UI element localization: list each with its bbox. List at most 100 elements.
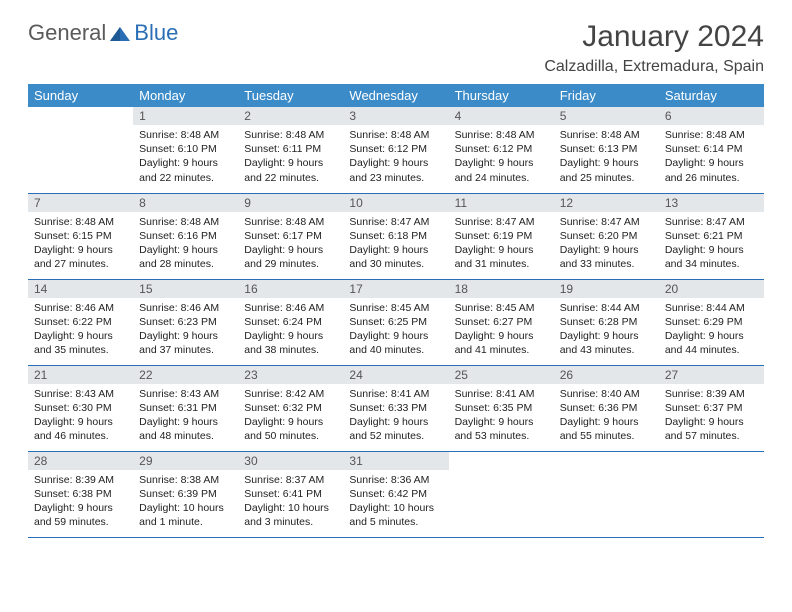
logo-triangle-icon: [108, 23, 132, 43]
day-details: Sunrise: 8:48 AMSunset: 6:15 PMDaylight:…: [28, 212, 133, 276]
sunrise-text: Sunrise: 8:46 AM: [34, 301, 127, 315]
calendar-cell: 15Sunrise: 8:46 AMSunset: 6:23 PMDayligh…: [133, 279, 238, 365]
day-number: 19: [554, 280, 659, 298]
sunset-text: Sunset: 6:23 PM: [139, 315, 232, 329]
day-number: 21: [28, 366, 133, 384]
sunset-text: Sunset: 6:42 PM: [349, 487, 442, 501]
sunset-text: Sunset: 6:10 PM: [139, 142, 232, 156]
day-details: Sunrise: 8:48 AMSunset: 6:13 PMDaylight:…: [554, 125, 659, 189]
calendar-cell: 30Sunrise: 8:37 AMSunset: 6:41 PMDayligh…: [238, 451, 343, 537]
calendar-cell: 23Sunrise: 8:42 AMSunset: 6:32 PMDayligh…: [238, 365, 343, 451]
calendar-week-row: 7Sunrise: 8:48 AMSunset: 6:15 PMDaylight…: [28, 193, 764, 279]
calendar-cell: [28, 107, 133, 193]
calendar-cell: 13Sunrise: 8:47 AMSunset: 6:21 PMDayligh…: [659, 193, 764, 279]
calendar-cell: 2Sunrise: 8:48 AMSunset: 6:11 PMDaylight…: [238, 107, 343, 193]
day-details: Sunrise: 8:47 AMSunset: 6:19 PMDaylight:…: [449, 212, 554, 276]
calendar-cell: 14Sunrise: 8:46 AMSunset: 6:22 PMDayligh…: [28, 279, 133, 365]
day-number: 27: [659, 366, 764, 384]
day-number: 1: [133, 107, 238, 125]
day-details: Sunrise: 8:48 AMSunset: 6:14 PMDaylight:…: [659, 125, 764, 189]
daylight-text: Daylight: 10 hours and 3 minutes.: [244, 501, 337, 529]
sunset-text: Sunset: 6:32 PM: [244, 401, 337, 415]
sunset-text: Sunset: 6:17 PM: [244, 229, 337, 243]
daylight-text: Daylight: 9 hours and 34 minutes.: [665, 243, 758, 271]
daylight-text: Daylight: 10 hours and 5 minutes.: [349, 501, 442, 529]
day-details: Sunrise: 8:40 AMSunset: 6:36 PMDaylight:…: [554, 384, 659, 448]
daylight-text: Daylight: 9 hours and 48 minutes.: [139, 415, 232, 443]
daylight-text: Daylight: 9 hours and 55 minutes.: [560, 415, 653, 443]
sunset-text: Sunset: 6:37 PM: [665, 401, 758, 415]
calendar-table: SundayMondayTuesdayWednesdayThursdayFrid…: [28, 84, 764, 538]
daylight-text: Daylight: 9 hours and 59 minutes.: [34, 501, 127, 529]
sunset-text: Sunset: 6:12 PM: [349, 142, 442, 156]
daylight-text: Daylight: 9 hours and 29 minutes.: [244, 243, 337, 271]
sunrise-text: Sunrise: 8:48 AM: [665, 128, 758, 142]
day-number: 20: [659, 280, 764, 298]
sunset-text: Sunset: 6:28 PM: [560, 315, 653, 329]
logo: General Blue: [28, 20, 178, 46]
calendar-cell: [554, 451, 659, 537]
calendar-cell: 8Sunrise: 8:48 AMSunset: 6:16 PMDaylight…: [133, 193, 238, 279]
day-number: 13: [659, 194, 764, 212]
calendar-week-row: 1Sunrise: 8:48 AMSunset: 6:10 PMDaylight…: [28, 107, 764, 193]
daylight-text: Daylight: 9 hours and 44 minutes.: [665, 329, 758, 357]
day-details: Sunrise: 8:46 AMSunset: 6:24 PMDaylight:…: [238, 298, 343, 362]
calendar-cell: 26Sunrise: 8:40 AMSunset: 6:36 PMDayligh…: [554, 365, 659, 451]
calendar-week-row: 21Sunrise: 8:43 AMSunset: 6:30 PMDayligh…: [28, 365, 764, 451]
sunset-text: Sunset: 6:11 PM: [244, 142, 337, 156]
sunrise-text: Sunrise: 8:45 AM: [349, 301, 442, 315]
sunset-text: Sunset: 6:36 PM: [560, 401, 653, 415]
daylight-text: Daylight: 9 hours and 26 minutes.: [665, 156, 758, 184]
day-details: Sunrise: 8:43 AMSunset: 6:30 PMDaylight:…: [28, 384, 133, 448]
sunrise-text: Sunrise: 8:46 AM: [139, 301, 232, 315]
daylight-text: Daylight: 9 hours and 57 minutes.: [665, 415, 758, 443]
month-title: January 2024: [544, 20, 764, 54]
day-number: 2: [238, 107, 343, 125]
sunrise-text: Sunrise: 8:47 AM: [665, 215, 758, 229]
sunset-text: Sunset: 6:18 PM: [349, 229, 442, 243]
day-details: Sunrise: 8:48 AMSunset: 6:12 PMDaylight:…: [343, 125, 448, 189]
sunset-text: Sunset: 6:35 PM: [455, 401, 548, 415]
day-number: 29: [133, 452, 238, 470]
sunrise-text: Sunrise: 8:48 AM: [244, 128, 337, 142]
day-number: 22: [133, 366, 238, 384]
calendar-cell: 4Sunrise: 8:48 AMSunset: 6:12 PMDaylight…: [449, 107, 554, 193]
day-number: 18: [449, 280, 554, 298]
day-details: Sunrise: 8:48 AMSunset: 6:17 PMDaylight:…: [238, 212, 343, 276]
day-number: 26: [554, 366, 659, 384]
daylight-text: Daylight: 9 hours and 23 minutes.: [349, 156, 442, 184]
day-details: Sunrise: 8:47 AMSunset: 6:18 PMDaylight:…: [343, 212, 448, 276]
sunrise-text: Sunrise: 8:48 AM: [349, 128, 442, 142]
weekday-header: Sunday: [28, 84, 133, 107]
sunrise-text: Sunrise: 8:48 AM: [139, 215, 232, 229]
day-number: 6: [659, 107, 764, 125]
sunrise-text: Sunrise: 8:48 AM: [34, 215, 127, 229]
sunrise-text: Sunrise: 8:44 AM: [665, 301, 758, 315]
sunrise-text: Sunrise: 8:48 AM: [139, 128, 232, 142]
day-number: 16: [238, 280, 343, 298]
calendar-cell: 29Sunrise: 8:38 AMSunset: 6:39 PMDayligh…: [133, 451, 238, 537]
day-number: 5: [554, 107, 659, 125]
day-details: Sunrise: 8:48 AMSunset: 6:16 PMDaylight:…: [133, 212, 238, 276]
sunrise-text: Sunrise: 8:41 AM: [349, 387, 442, 401]
sunset-text: Sunset: 6:12 PM: [455, 142, 548, 156]
day-number: 14: [28, 280, 133, 298]
day-details: Sunrise: 8:45 AMSunset: 6:25 PMDaylight:…: [343, 298, 448, 362]
day-number: 4: [449, 107, 554, 125]
calendar-cell: 1 Sunrise: 8:48 AMSunset: 6:10 PMDaylight…: [133, 107, 238, 193]
daylight-text: Daylight: 9 hours and 24 minutes.: [455, 156, 548, 184]
daylight-text: Daylight: 9 hours and 38 minutes.: [244, 329, 337, 357]
daylight-text: Daylight: 9 hours and 35 minutes.: [34, 329, 127, 357]
calendar-cell: 20Sunrise: 8:44 AMSunset: 6:29 PMDayligh…: [659, 279, 764, 365]
day-number: 10: [343, 194, 448, 212]
weekday-header: Tuesday: [238, 84, 343, 107]
day-number: 7: [28, 194, 133, 212]
day-details: Sunrise: 8:42 AMSunset: 6:32 PMDaylight:…: [238, 384, 343, 448]
day-details: Sunrise: 8:45 AMSunset: 6:27 PMDaylight:…: [449, 298, 554, 362]
sunrise-text: Sunrise: 8:43 AM: [34, 387, 127, 401]
sunset-text: Sunset: 6:20 PM: [560, 229, 653, 243]
day-number: 11: [449, 194, 554, 212]
weekday-header: Friday: [554, 84, 659, 107]
daylight-text: Daylight: 9 hours and 22 minutes.: [139, 156, 232, 184]
calendar-cell: 16Sunrise: 8:46 AMSunset: 6:24 PMDayligh…: [238, 279, 343, 365]
